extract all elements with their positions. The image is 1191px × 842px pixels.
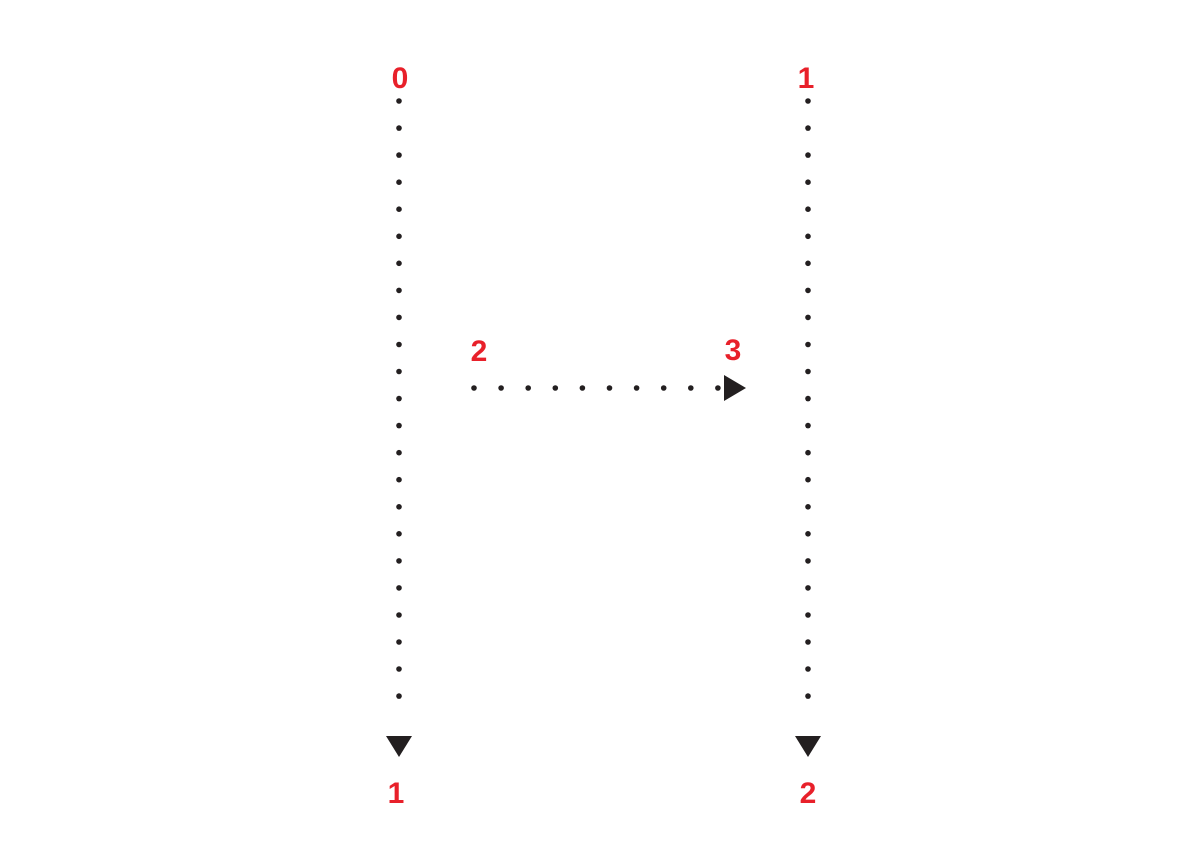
stroke-dot <box>805 558 811 564</box>
stroke-dot <box>805 233 811 240</box>
stroke-dot <box>805 449 811 456</box>
stroke-dot <box>396 341 402 348</box>
arrowhead-down-icon <box>795 736 821 757</box>
stroke-dot <box>805 287 811 294</box>
stroke-dot <box>498 385 504 391</box>
stroke-dot <box>805 504 811 510</box>
stroke-dot <box>525 385 531 391</box>
stroke-dot <box>805 314 811 321</box>
stroke-dot <box>805 612 811 618</box>
stroke-dot <box>805 531 811 537</box>
stroke-dot <box>396 476 402 483</box>
stroke-right-start-label: 1 <box>798 62 815 95</box>
stroke-dot <box>633 385 640 391</box>
stroke-dot <box>396 206 402 212</box>
stroke-dot <box>396 449 402 456</box>
stroke-dot <box>396 368 402 375</box>
stroke-dot <box>715 385 721 391</box>
stroke-dot <box>805 260 811 267</box>
stroke-dot <box>805 152 811 158</box>
stroke-dot <box>805 693 811 699</box>
stroke-dot <box>805 639 811 645</box>
stroke-dot <box>396 504 402 510</box>
stroke-dot <box>396 125 402 131</box>
stroke-left-end-label: 1 <box>388 777 405 810</box>
stroke-dot <box>805 98 811 104</box>
stroke-dot <box>805 666 811 672</box>
stroke-dot <box>396 314 402 321</box>
stroke-dot <box>396 422 402 429</box>
stroke-dot <box>805 395 811 402</box>
stroke-dot <box>396 260 402 267</box>
stroke-left-start-label: 0 <box>392 62 409 95</box>
stroke-dot <box>396 287 402 294</box>
stroke-crossbar-start-label: 2 <box>471 335 488 368</box>
stroke-right-end-label: 2 <box>800 777 817 810</box>
stroke-dot <box>396 98 402 104</box>
stroke-dot <box>396 179 402 185</box>
stroke-dot <box>805 368 811 375</box>
stroke-dot <box>805 125 811 131</box>
stroke-dot <box>396 612 402 618</box>
stroke-dot <box>396 395 402 402</box>
stroke-dot <box>396 152 402 158</box>
stroke-dot <box>396 558 402 564</box>
stroke-right-vertical <box>795 98 821 757</box>
stroke-left-vertical <box>386 98 412 757</box>
stroke-dot <box>805 422 811 429</box>
stroke-crossbar-end-label: 3 <box>725 334 742 367</box>
stroke-dot <box>396 585 402 591</box>
arrowhead-down-icon <box>386 736 412 757</box>
stroke-dot <box>396 666 402 672</box>
stroke-dot <box>396 639 402 645</box>
stroke-dot <box>688 385 694 391</box>
stroke-dot <box>805 341 811 348</box>
stroke-dot <box>606 385 613 391</box>
stroke-dot <box>396 531 402 537</box>
stroke-dot <box>660 385 667 391</box>
stroke-dot <box>396 693 402 699</box>
stroke-dot <box>471 385 477 391</box>
stroke-dot <box>396 233 402 240</box>
stroke-dot <box>805 179 811 185</box>
stroke-dot <box>805 206 811 212</box>
stroke-dot <box>805 476 811 483</box>
stroke-dot <box>552 385 559 391</box>
stroke-dot <box>579 385 586 391</box>
stroke-crossbar <box>471 375 746 401</box>
stroke-dot <box>805 585 811 591</box>
arrowhead-right-icon <box>724 375 746 401</box>
